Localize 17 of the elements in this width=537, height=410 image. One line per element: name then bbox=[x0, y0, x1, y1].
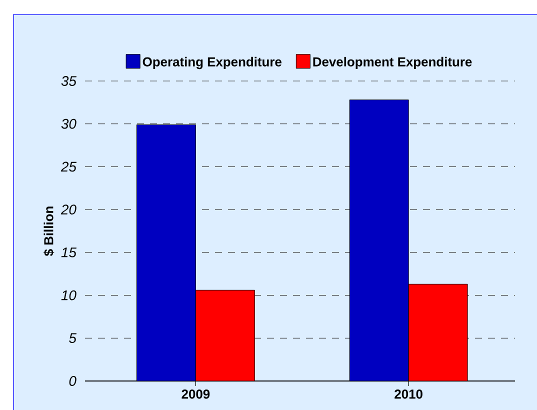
y-axis-title: $ Billion bbox=[44, 206, 54, 256]
y-tick-label: 0 bbox=[69, 376, 76, 386]
bar bbox=[136, 124, 196, 381]
y-tick-label: 35 bbox=[61, 76, 77, 86]
legend-label: Development Expenditure bbox=[313, 56, 472, 70]
y-tick-label: 20 bbox=[60, 204, 76, 215]
y-tick-label: 30 bbox=[61, 118, 76, 129]
bar bbox=[408, 284, 468, 381]
legend-label: Operating Expenditure bbox=[142, 56, 282, 70]
bar bbox=[195, 290, 255, 381]
x-tick-label: 2009 bbox=[182, 390, 210, 399]
y-tick-label: 10 bbox=[61, 290, 76, 300]
y-tick-label: 5 bbox=[69, 333, 77, 344]
bar bbox=[349, 100, 409, 381]
x-tick-label: 2010 bbox=[394, 390, 422, 399]
y-tick-label: 25 bbox=[60, 162, 77, 172]
y-tick-label: 15 bbox=[61, 248, 77, 258]
